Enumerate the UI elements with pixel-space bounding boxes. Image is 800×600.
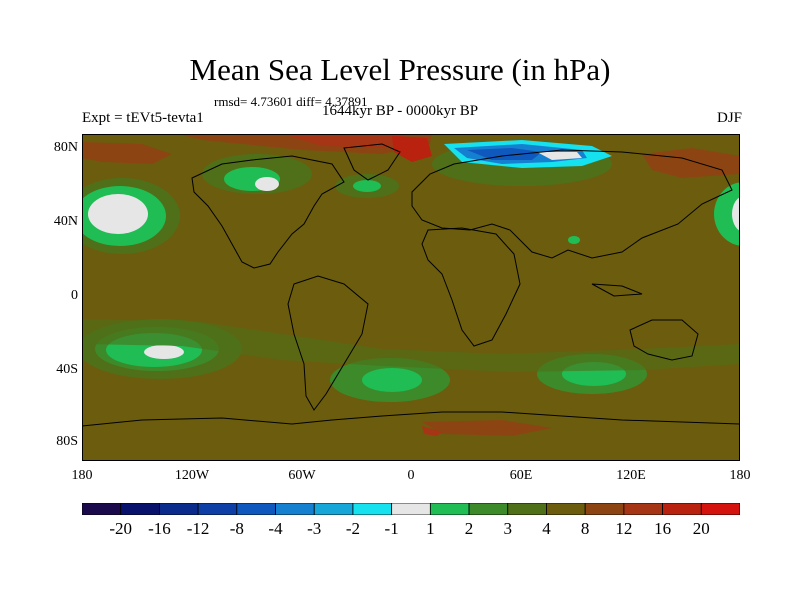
lon-label-60w: 60W: [288, 468, 316, 483]
colorbar-swatch: [197, 503, 238, 515]
low-anomaly-regions: [82, 140, 740, 402]
colorbar-swatch: [662, 503, 702, 515]
colorbar-tick-label: -2: [345, 519, 361, 538]
lon-label-120e: 120E: [616, 468, 646, 483]
colorbar-tick-label: -3: [307, 519, 322, 538]
colorbar-tick-label: 1: [426, 519, 435, 538]
colorbar-tick-label: 4: [542, 519, 551, 538]
colorbar-swatch: [546, 503, 586, 515]
colorbar-swatch: [352, 503, 393, 515]
colorbar-swatch: [159, 503, 199, 515]
lat-label-80n: 80N: [53, 140, 78, 155]
high-anomaly-regions: [82, 134, 740, 436]
map-background-field: [82, 134, 740, 461]
colorbar-tick-label: -20: [109, 519, 133, 538]
colorbar-tick-label: -1: [384, 519, 399, 538]
colorbar-swatch: [82, 503, 122, 515]
colorbar: [82, 503, 740, 515]
colorbar-tick-label: 20: [692, 519, 710, 538]
colorbar-swatch: [313, 503, 354, 515]
colorbar-tick-label: 8: [580, 519, 590, 538]
lat-label-0: 0: [71, 288, 78, 303]
lon-label-60e: 60E: [509, 468, 533, 483]
colorbar-swatch: [468, 503, 509, 515]
map-frame: [82, 134, 740, 461]
coastlines: [82, 143, 740, 427]
lon-label-180w: 180: [71, 468, 93, 483]
lon-label-180e: 180: [729, 468, 751, 483]
colorbar-swatch: [507, 503, 547, 515]
colorbar-swatch: [700, 503, 740, 515]
colorbar-swatch: [275, 503, 315, 515]
lon-label-120w: 120W: [174, 468, 210, 483]
lat-label-40n: 40N: [53, 214, 78, 229]
period-label: 1644kyr BP - 0000kyr BP: [322, 103, 479, 119]
colorbar-swatch: [120, 503, 160, 515]
colorbar-swatch: [391, 503, 431, 515]
colorbar-tick-label: -8: [229, 519, 244, 538]
colorbar-tick-label: -12: [186, 519, 210, 538]
lat-label-80s: 80S: [56, 434, 78, 449]
colorbar-swatch: [429, 503, 470, 515]
colorbar-tick-label: 2: [464, 519, 474, 538]
pressure-map: [82, 134, 740, 461]
colorbar-tick-label: 3: [503, 519, 513, 538]
plot-title: Mean Sea Level Pressure (in hPa): [189, 52, 611, 87]
season-label: DJF: [716, 110, 742, 126]
colorbar-tick-label: -4: [268, 519, 283, 538]
colorbar-tick-label: 12: [615, 519, 633, 538]
rmsd-diff-stats: rmsd= 4.73601 diff= 4.37891: [214, 94, 368, 109]
experiment-label: Expt = tEVt5-tevta1: [82, 110, 204, 126]
colorbar-swatch: [584, 503, 625, 515]
lat-label-40s: 40S: [56, 362, 78, 377]
colorbar-tick-label: 16: [654, 519, 672, 538]
lon-label-0: 0: [407, 468, 415, 483]
colorbar-swatch: [623, 503, 663, 515]
colorbar-tick-label: -16: [148, 519, 171, 538]
colorbar-swatch: [236, 503, 276, 515]
